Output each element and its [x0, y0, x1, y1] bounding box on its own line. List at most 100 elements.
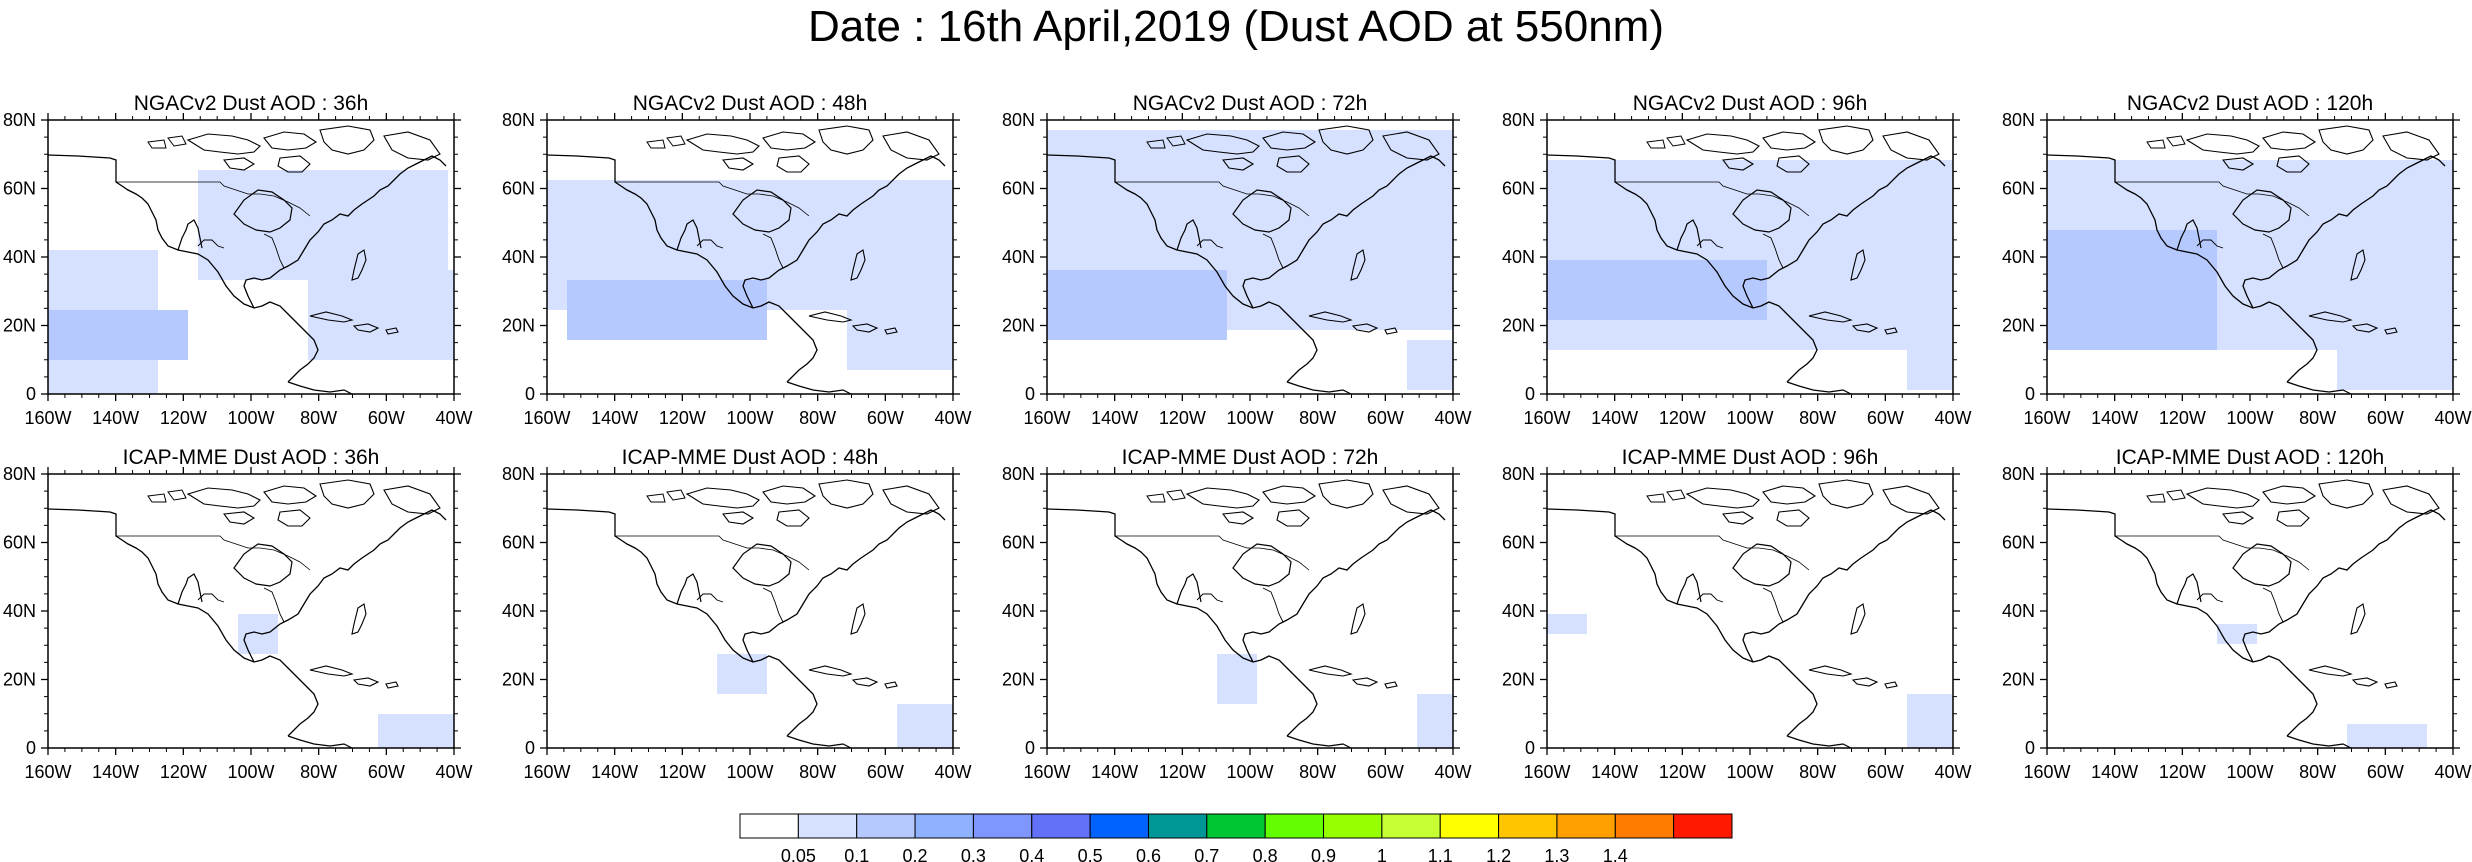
map-panel: ICAP-MME Dust AOD : 72h 160W 140W 120W 100W 8… [1002, 446, 1472, 782]
colorbar-label: 0.5 [1078, 846, 1103, 862]
lon-tick-label: 160W [523, 762, 570, 782]
map-panel: NGACv2 Dust AOD : 36h 160W 140W 120W 100W 80W… [3, 92, 473, 428]
dust-aod-region [2217, 624, 2257, 644]
lat-tick-label: 20N [1502, 670, 1535, 690]
lon-tick-label: 40W [934, 762, 971, 782]
colorbar-label: 0.05 [781, 846, 816, 862]
lon-tick-label: 80W [799, 408, 836, 428]
colorbar-box [972, 813, 1033, 839]
colorbar-box [856, 813, 916, 839]
lat-tick-label: 20N [1502, 316, 1535, 336]
colorbar-label: 1.1 [1428, 846, 1453, 862]
lat-tick-label: 60N [502, 179, 535, 199]
dust-aod-region [1417, 694, 1453, 748]
lon-tick-label: 160W [1023, 762, 1070, 782]
lon-tick-label: 160W [2023, 762, 2070, 782]
colorbar-label: 1 [1377, 846, 1387, 862]
lat-tick-label: 0 [525, 384, 535, 404]
colorbar-box [1031, 813, 1091, 839]
lon-tick-label: 40W [934, 408, 971, 428]
lon-tick-label: 140W [1091, 408, 1138, 428]
lon-tick-label: 80W [799, 762, 836, 782]
lon-tick-label: 80W [300, 762, 337, 782]
lon-tick-label: 160W [2023, 408, 2070, 428]
colorbar-label: 0.9 [1311, 846, 1336, 862]
lon-tick-label: 80W [1299, 762, 1336, 782]
lon-tick-label: 40W [1434, 408, 1471, 428]
lat-tick-label: 40N [3, 247, 36, 267]
lon-tick-label: 140W [1591, 762, 1638, 782]
dust-aod-region [2337, 320, 2453, 390]
lat-tick-label: 40N [1002, 247, 1035, 267]
lon-tick-label: 40W [435, 408, 472, 428]
lon-tick-label: 140W [92, 762, 139, 782]
lon-tick-label: 160W [24, 408, 71, 428]
lon-tick-label: 140W [92, 408, 139, 428]
lon-tick-label: 140W [1591, 408, 1638, 428]
panel-title: NGACv2 Dust AOD : 72h [1133, 92, 1368, 115]
lat-tick-label: 0 [2025, 738, 2035, 758]
lat-tick-label: 80N [1502, 464, 1535, 484]
panel-title: NGACv2 Dust AOD : 48h [633, 92, 868, 115]
lon-tick-label: 100W [1726, 408, 1773, 428]
lat-tick-label: 40N [502, 247, 535, 267]
dust-aod-region [1547, 614, 1587, 634]
lon-tick-label: 40W [1934, 408, 1971, 428]
lat-tick-label: 80N [2002, 110, 2035, 130]
panel-title: NGACv2 Dust AOD : 96h [1633, 92, 1868, 115]
map-panel: NGACv2 Dust AOD : 96h 160W 140W 120W 100W 80W… [1502, 92, 1972, 428]
lon-tick-label: 160W [24, 762, 71, 782]
colorbar-box [1614, 813, 1675, 839]
lat-tick-label: 80N [502, 110, 535, 130]
map-panel: ICAP-MME Dust AOD : 36h 160W 140W 120W 100W 8… [3, 446, 473, 782]
dust-aod-region [1907, 330, 1953, 390]
lat-tick-label: 60N [1002, 533, 1035, 553]
dust-aod-region [378, 714, 454, 748]
lon-tick-label: 100W [1226, 408, 1273, 428]
lat-tick-label: 80N [2002, 464, 2035, 484]
panel-title: ICAP-MME Dust AOD : 120h [2116, 446, 2384, 469]
lat-tick-label: 20N [1002, 670, 1035, 690]
lon-tick-label: 100W [227, 762, 274, 782]
lat-tick-label: 80N [3, 110, 36, 130]
colorbar-label: 0.6 [1136, 846, 1161, 862]
lat-tick-label: 0 [26, 384, 36, 404]
map-panel: NGACv2 Dust AOD : 72h 160W 140W 120W 100W 80W… [1002, 92, 1472, 428]
colorbar-box [1673, 813, 1733, 839]
dust-aod-region [2347, 724, 2427, 748]
lat-tick-label: 80N [3, 464, 36, 484]
lon-tick-label: 60W [2367, 762, 2404, 782]
colorbar-box [1206, 813, 1266, 839]
lat-tick-label: 0 [2025, 384, 2035, 404]
map-grid: NGACv2 Dust AOD : 36h 160W 140W 120W 100W 80W… [3, 92, 2472, 782]
lon-tick-label: 120W [1159, 762, 1206, 782]
colorbar-label: 0.3 [961, 846, 986, 862]
lon-tick-label: 100W [227, 408, 274, 428]
lat-tick-label: 0 [1025, 384, 1035, 404]
lon-tick-label: 80W [1799, 762, 1836, 782]
colorbar-label: 0.1 [844, 846, 869, 862]
lat-tick-label: 40N [1002, 601, 1035, 621]
map-panel: ICAP-MME Dust AOD : 120h 160W 140W 120W 100W… [2002, 446, 2472, 782]
page-title: Date : 16th April,2019 (Dust AOD at 550n… [807, 2, 1664, 51]
lon-tick-label: 120W [659, 762, 706, 782]
colorbar-box [914, 813, 974, 839]
lon-tick-label: 120W [2159, 762, 2206, 782]
lon-tick-label: 80W [300, 408, 337, 428]
lat-tick-label: 0 [1525, 738, 1535, 758]
dust-aod-region [1217, 654, 1257, 704]
dust-aod-region [1407, 340, 1453, 390]
colorbar-box [1439, 813, 1500, 839]
panel-title: NGACv2 Dust AOD : 120h [2127, 92, 2373, 115]
lon-tick-label: 160W [1023, 408, 1070, 428]
lat-tick-label: 80N [1002, 464, 1035, 484]
map-panel: ICAP-MME Dust AOD : 48h 160W 140W 120W 100W 8… [502, 446, 972, 782]
lat-tick-label: 20N [1002, 316, 1035, 336]
lon-tick-label: 60W [368, 408, 405, 428]
lon-tick-label: 60W [2367, 408, 2404, 428]
lon-tick-label: 140W [1091, 762, 1138, 782]
lon-tick-label: 100W [2226, 408, 2273, 428]
lon-tick-label: 120W [1659, 408, 1706, 428]
dust-aod-region [2047, 230, 2217, 350]
